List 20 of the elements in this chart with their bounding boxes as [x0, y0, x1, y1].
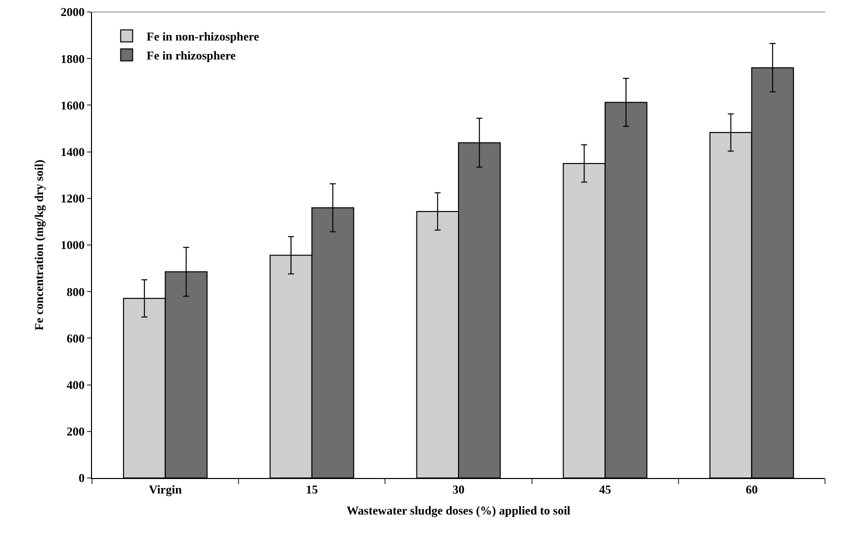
- y-tick-label: 2000: [60, 5, 85, 20]
- y-tick-label: 400: [66, 378, 85, 392]
- x-tick-label: 15: [306, 482, 318, 496]
- y-tick-label: 600: [66, 331, 85, 346]
- x-tick-label: 60: [746, 482, 758, 496]
- legend-label: Fe in rhizosphere: [146, 48, 236, 62]
- y-tick-label: 0: [78, 471, 85, 486]
- y-tick-label: 1600: [60, 98, 85, 112]
- x-axis-title: Wastewater sludge doses (%) applied to soil: [346, 503, 572, 518]
- x-tick-label: 30: [452, 482, 464, 496]
- x-tick-label: 45: [599, 482, 612, 496]
- legend-label: Fe in non-rhizosphere: [146, 30, 260, 44]
- y-tick-label: 1200: [60, 192, 85, 206]
- y-axis-title: Fe concentration (mg/kg dry soil): [32, 160, 46, 330]
- x-tick-label: Virgin: [148, 482, 182, 496]
- y-tick-label: 1800: [60, 52, 85, 66]
- y-tick-label: 1000: [60, 238, 85, 252]
- y-tick-label: 800: [66, 284, 85, 299]
- y-tick-label: 1400: [60, 145, 85, 159]
- y-tick-label: 200: [66, 424, 85, 439]
